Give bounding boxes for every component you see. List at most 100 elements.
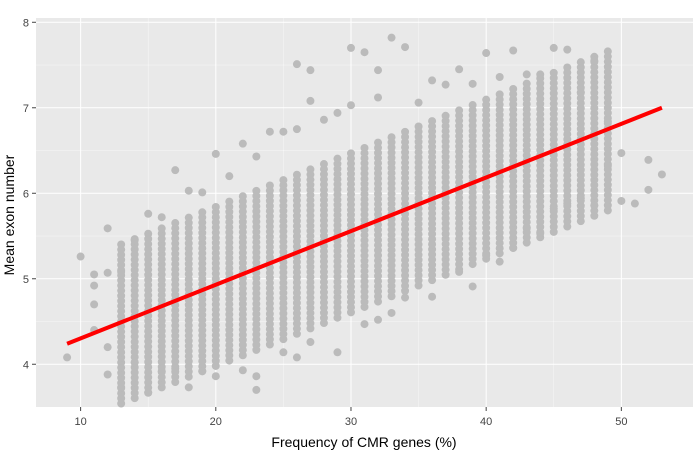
- data-point: [238, 139, 247, 148]
- data-point: [630, 199, 639, 208]
- data-point: [536, 229, 545, 238]
- data-point: [617, 196, 626, 205]
- data-point: [252, 372, 261, 381]
- data-point: [428, 76, 437, 85]
- data-point: [171, 219, 180, 228]
- data-point: [387, 308, 396, 317]
- y-tick-label: 8: [23, 17, 29, 29]
- data-point: [103, 370, 112, 379]
- data-point: [387, 33, 396, 42]
- x-tick-label: 40: [480, 416, 492, 428]
- data-point: [117, 240, 126, 249]
- data-point: [157, 367, 166, 376]
- data-point: [374, 315, 383, 324]
- data-point: [225, 197, 234, 206]
- data-point: [157, 213, 166, 222]
- data-point: [414, 98, 423, 107]
- data-point: [441, 80, 450, 89]
- data-point: [211, 149, 220, 158]
- data-point: [522, 79, 531, 88]
- data-point: [482, 95, 491, 104]
- data-point: [441, 111, 450, 120]
- data-point: [617, 149, 626, 158]
- data-point: [563, 45, 572, 54]
- data-point: [603, 161, 612, 170]
- data-point: [387, 133, 396, 142]
- data-point: [252, 152, 261, 161]
- data-point: [292, 353, 301, 362]
- data-point: [509, 84, 518, 93]
- data-point: [401, 43, 410, 52]
- data-point: [144, 388, 153, 397]
- data-point: [549, 43, 558, 52]
- data-point: [644, 155, 653, 164]
- data-point: [90, 270, 99, 279]
- x-axis-ticks: 10 20 30 40 50: [74, 407, 627, 428]
- data-point: [536, 70, 545, 79]
- data-point: [319, 115, 328, 124]
- data-point: [292, 60, 301, 69]
- data-point: [90, 300, 99, 309]
- data-point: [306, 165, 315, 174]
- data-point: [292, 125, 301, 134]
- data-point: [576, 194, 585, 203]
- y-tick-label: 5: [23, 274, 29, 286]
- data-point: [238, 366, 247, 375]
- data-point: [184, 213, 193, 222]
- data-point: [265, 127, 274, 136]
- data-point: [360, 320, 369, 329]
- data-point: [211, 372, 220, 381]
- data-point: [603, 47, 612, 56]
- data-point: [495, 90, 504, 99]
- data-point: [130, 236, 139, 245]
- y-tick-label: 6: [23, 188, 29, 200]
- data-point: [360, 48, 369, 57]
- data-point: [482, 251, 491, 260]
- data-point: [279, 127, 288, 136]
- data-point: [117, 383, 126, 392]
- data-point: [211, 202, 220, 211]
- data-point: [414, 122, 423, 131]
- data-point: [184, 186, 193, 195]
- data-point: [265, 181, 274, 190]
- data-point: [346, 101, 355, 110]
- data-point: [563, 199, 572, 208]
- data-point: [157, 224, 166, 233]
- data-point: [576, 58, 585, 67]
- data-point: [468, 79, 477, 88]
- data-point: [468, 101, 477, 110]
- y-axis-ticks: 4 5 6 7 8: [23, 17, 36, 371]
- data-point: [63, 353, 72, 362]
- data-point: [333, 154, 342, 163]
- data-point: [590, 201, 599, 210]
- data-point: [252, 186, 261, 195]
- data-point: [468, 282, 477, 291]
- data-point: [428, 117, 437, 126]
- data-point: [319, 160, 328, 169]
- data-point: [401, 293, 410, 302]
- data-point: [455, 65, 464, 74]
- x-tick-label: 30: [345, 416, 357, 428]
- x-tick-label: 20: [210, 416, 222, 428]
- data-point: [346, 43, 355, 52]
- data-point: [401, 127, 410, 136]
- data-point: [428, 292, 437, 301]
- data-points: [63, 33, 666, 408]
- data-point: [130, 358, 139, 367]
- data-point: [374, 93, 383, 102]
- data-point: [455, 106, 464, 115]
- data-point: [198, 367, 207, 376]
- x-tick-label: 10: [74, 416, 86, 428]
- data-point: [644, 185, 653, 194]
- data-point: [522, 70, 531, 79]
- trend-line: [66, 105, 663, 346]
- data-point: [549, 204, 558, 213]
- data-point: [495, 257, 504, 266]
- data-point: [103, 343, 112, 352]
- y-axis-title: Mean exon number: [1, 154, 17, 275]
- data-point: [198, 208, 207, 217]
- data-point: [306, 96, 315, 105]
- data-point: [76, 252, 85, 261]
